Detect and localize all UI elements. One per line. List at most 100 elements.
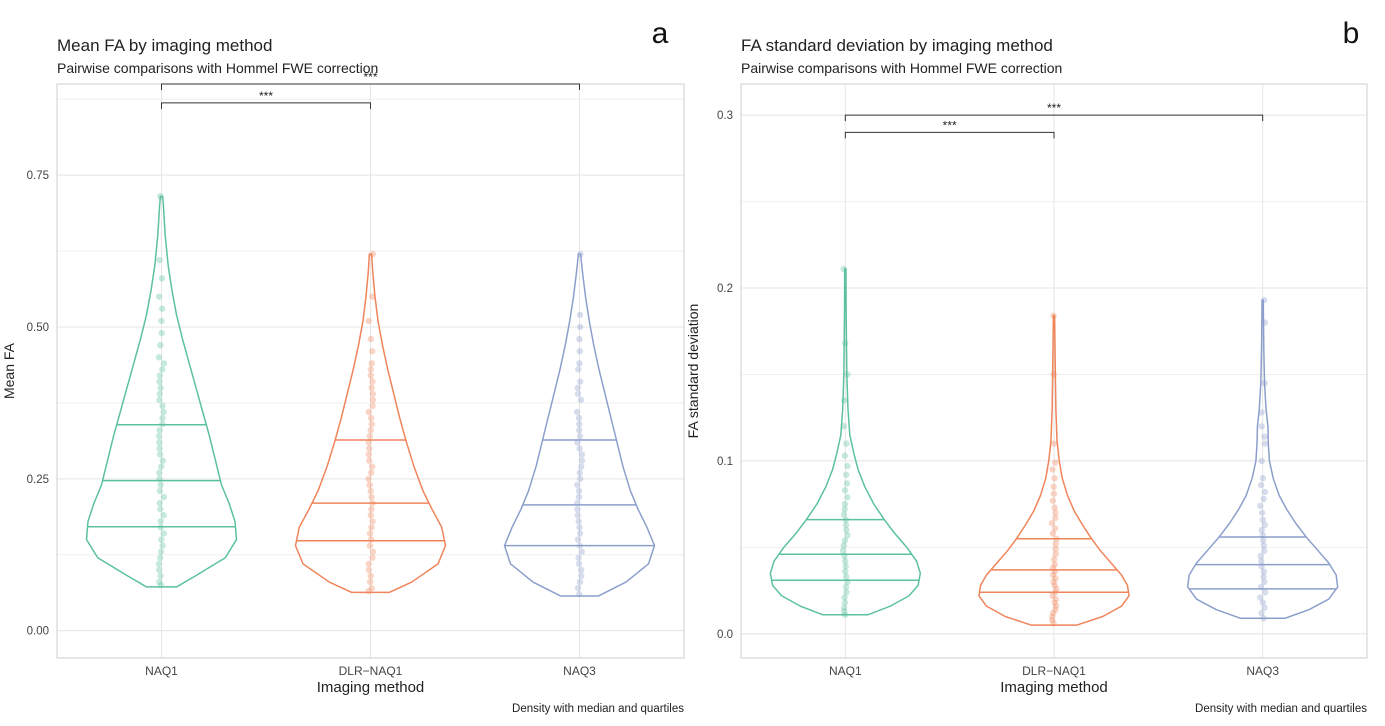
data-point <box>577 470 583 476</box>
data-point <box>1261 297 1267 303</box>
data-point <box>161 409 167 415</box>
data-point <box>1257 503 1263 509</box>
data-point <box>159 366 165 372</box>
data-point <box>1258 482 1264 488</box>
data-point <box>366 567 372 573</box>
data-point <box>1050 497 1056 503</box>
data-point <box>366 451 372 457</box>
data-point <box>577 312 583 318</box>
data-point <box>369 385 375 391</box>
data-point <box>157 506 163 512</box>
panel-b: FA standard deviation by imaging methodP… <box>685 17 1367 715</box>
data-point <box>576 427 582 433</box>
panel-letter: b <box>1343 17 1360 50</box>
data-point <box>574 482 580 488</box>
data-point <box>576 518 582 524</box>
data-point <box>158 549 164 555</box>
figure: Mean FA by imaging method Pairwise compar… <box>0 0 1385 721</box>
bracket-line <box>845 132 1054 138</box>
data-point <box>156 561 162 567</box>
data-point <box>1261 380 1267 386</box>
data-point <box>160 512 166 518</box>
data-point <box>1051 491 1057 497</box>
data-point <box>156 470 162 476</box>
data-point <box>159 403 165 409</box>
significance-label: *** <box>259 89 273 103</box>
data-point <box>367 433 373 439</box>
data-point <box>368 536 374 542</box>
x-tick-label: DLR−NAQ1 <box>1022 664 1086 678</box>
data-point <box>576 445 582 451</box>
data-point <box>576 488 582 494</box>
data-point <box>577 530 583 536</box>
data-point <box>159 415 165 421</box>
data-point <box>575 366 581 372</box>
data-point <box>156 293 162 299</box>
data-point <box>579 549 585 555</box>
chart-title: Mean FA by imaging method <box>57 36 272 55</box>
data-point <box>842 487 848 493</box>
data-point <box>368 494 374 500</box>
data-point <box>576 415 582 421</box>
data-point <box>370 397 376 403</box>
data-point <box>1261 440 1267 446</box>
data-point <box>368 336 374 342</box>
data-point <box>160 457 166 463</box>
data-point <box>157 555 163 561</box>
data-point <box>158 536 164 542</box>
y-tick-label: 0.2 <box>717 283 733 295</box>
data-point <box>158 318 164 324</box>
data-point <box>156 445 162 451</box>
data-point <box>157 500 163 506</box>
data-point <box>1261 496 1267 502</box>
data-point <box>843 472 849 478</box>
data-point <box>576 591 582 597</box>
data-point <box>369 421 375 427</box>
data-point <box>156 439 162 445</box>
data-point <box>368 415 374 421</box>
data-point <box>578 567 584 573</box>
x-tick-label: NAQ1 <box>829 664 862 678</box>
data-point <box>366 457 372 463</box>
data-point <box>1050 371 1056 377</box>
data-point <box>840 266 846 272</box>
data-point <box>577 378 583 384</box>
data-point <box>156 427 162 433</box>
data-point <box>367 488 373 494</box>
data-point <box>1258 458 1264 464</box>
chart-caption: Density with median and quartiles <box>1195 703 1367 715</box>
data-point <box>158 482 164 488</box>
data-point <box>1051 440 1057 446</box>
data-point <box>576 524 582 530</box>
data-point <box>366 561 372 567</box>
data-point <box>157 573 163 579</box>
x-tick-label: DLR−NAQ1 <box>339 664 403 678</box>
data-point <box>577 348 583 354</box>
figure-canvas: Mean FA by imaging methodPairwise compar… <box>0 0 1385 721</box>
data-point <box>368 506 374 512</box>
data-point <box>842 340 848 346</box>
data-point <box>1258 423 1264 429</box>
data-point <box>843 440 849 446</box>
data-point <box>575 391 581 397</box>
y-tick-label: 0.25 <box>27 474 49 486</box>
data-point <box>367 579 373 585</box>
data-point <box>1261 433 1267 439</box>
data-point <box>161 360 167 366</box>
data-point <box>370 549 376 555</box>
significance-label: *** <box>943 118 957 132</box>
data-point <box>157 518 163 524</box>
data-point <box>841 423 847 429</box>
data-point <box>365 476 371 482</box>
y-tick-label: 0.3 <box>717 110 733 122</box>
data-point <box>1262 319 1268 325</box>
data-point <box>156 378 162 384</box>
data-point <box>1049 466 1055 472</box>
data-point <box>366 409 372 415</box>
data-point <box>1050 484 1056 490</box>
data-point <box>577 251 583 257</box>
data-point <box>575 555 581 561</box>
data-point <box>576 494 582 500</box>
data-point <box>577 579 583 585</box>
data-point <box>579 457 585 463</box>
